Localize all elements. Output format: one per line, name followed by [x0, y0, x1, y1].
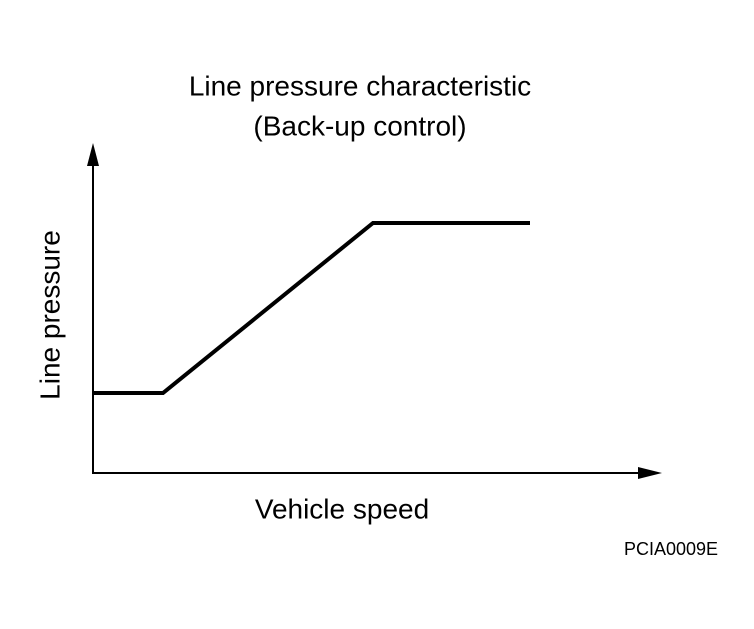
- title-line-1: Line pressure characteristic: [189, 70, 531, 101]
- y-axis-label: Line pressure: [34, 230, 65, 400]
- x-axis-label: Vehicle speed: [255, 493, 429, 524]
- figure-code: PCIA0009E: [624, 539, 718, 559]
- title-line-2: (Back-up control): [253, 110, 466, 141]
- characteristic-line: [93, 221, 530, 395]
- y-axis-arrow: [87, 143, 99, 166]
- x-axis-arrow: [638, 467, 662, 479]
